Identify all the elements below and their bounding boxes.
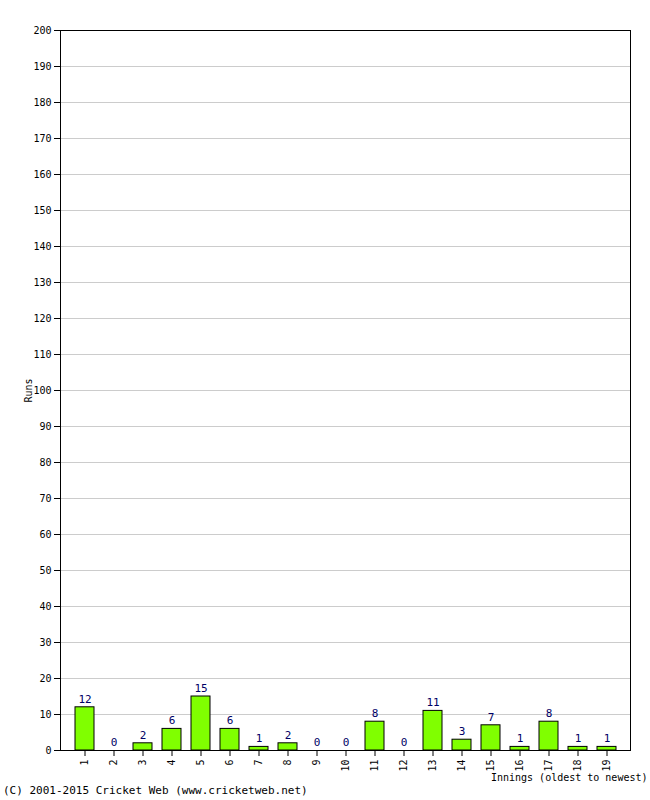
svg-text:11: 11 [426,696,439,709]
svg-text:0: 0 [111,736,118,749]
svg-text:60: 60 [39,529,51,540]
svg-text:0: 0 [45,745,51,756]
svg-text:150: 150 [33,205,51,216]
svg-text:8: 8 [372,707,379,720]
svg-text:8: 8 [282,760,293,766]
svg-text:12: 12 [398,760,409,772]
svg-text:10: 10 [39,709,51,720]
svg-text:180: 180 [33,97,51,108]
svg-text:3: 3 [137,760,148,766]
svg-text:0: 0 [343,736,350,749]
svg-text:90: 90 [39,421,51,432]
svg-text:12: 12 [78,693,91,706]
svg-text:0: 0 [314,736,321,749]
svg-text:190: 190 [33,61,51,72]
svg-text:8: 8 [546,707,553,720]
svg-text:100: 100 [33,385,51,396]
svg-text:170: 170 [33,133,51,144]
svg-text:30: 30 [39,637,51,648]
svg-text:1: 1 [604,732,611,745]
svg-text:15: 15 [194,682,207,695]
svg-text:1: 1 [575,732,582,745]
svg-text:2: 2 [108,760,119,766]
svg-text:9: 9 [311,760,322,766]
svg-text:1: 1 [517,732,524,745]
svg-text:16: 16 [514,760,525,772]
svg-text:0: 0 [401,736,408,749]
svg-text:6: 6 [169,714,176,727]
svg-text:7: 7 [488,711,495,724]
svg-text:6: 6 [227,714,234,727]
svg-text:4: 4 [166,760,177,766]
html-text:(C) 2001-2015 Cricket Web (www: (C) 2001-2015 Cricket Web (www.cricketwe… [3,784,308,797]
svg-text:140: 140 [33,241,51,252]
svg-text:3: 3 [459,725,466,738]
svg-text:1: 1 [79,760,90,766]
svg-text:1: 1 [256,732,263,745]
svg-text:7: 7 [253,760,264,766]
svg-text:120: 120 [33,313,51,324]
svg-text:110: 110 [33,349,51,360]
svg-text:14: 14 [456,760,467,772]
svg-text:160: 160 [33,169,51,180]
svg-text:130: 130 [33,277,51,288]
svg-text:11: 11 [369,760,380,772]
svg-text:13: 13 [427,760,438,772]
svg-text:10: 10 [340,760,351,772]
svg-text:20: 20 [39,673,51,684]
svg-text:17: 17 [543,760,554,772]
svg-text:Runs: Runs [23,378,34,402]
svg-text:Innings (oldest to newest): Innings (oldest to newest) [491,772,648,783]
svg-text:2: 2 [285,729,292,742]
svg-text:19: 19 [601,760,612,772]
svg-text:5: 5 [195,760,206,766]
svg-text:15: 15 [485,760,496,772]
svg-text:18: 18 [572,760,583,772]
svg-text:40: 40 [39,601,51,612]
svg-text:2: 2 [140,729,147,742]
svg-text:50: 50 [39,565,51,576]
svg-text:70: 70 [39,493,51,504]
svg-text:80: 80 [39,457,51,468]
svg-text:200: 200 [33,25,51,36]
svg-text:6: 6 [224,760,235,766]
